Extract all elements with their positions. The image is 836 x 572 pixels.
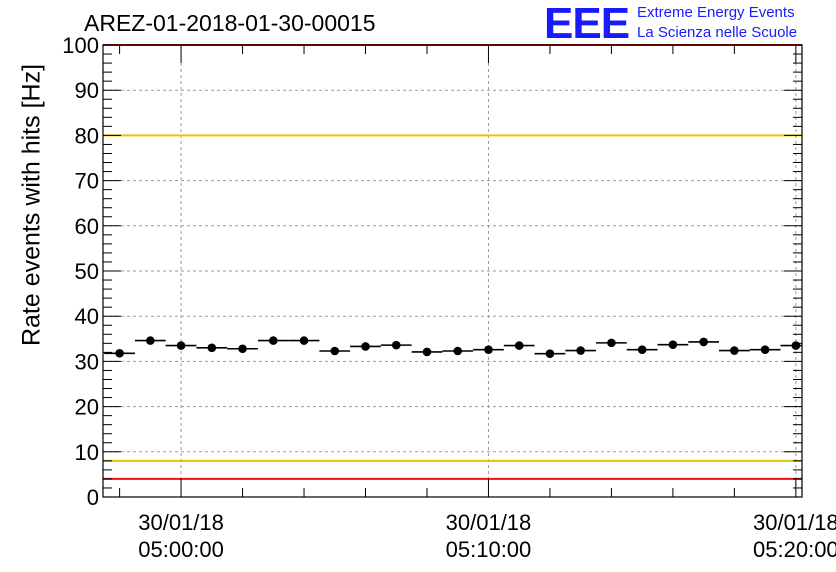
axes: 010203040506070809010030/01/1805:00:0030…: [62, 33, 836, 562]
data-point: [699, 337, 708, 347]
logo-subtitle-2: La Scienza nelle Scuole: [637, 24, 798, 41]
data-point: [545, 349, 555, 359]
reference-lines: [103, 44, 802, 480]
data-point: [176, 341, 186, 350]
y-tick-label: 40: [75, 304, 99, 329]
y-tick-label: 100: [62, 33, 99, 58]
data-point: [361, 342, 370, 351]
data-point: [607, 338, 616, 348]
y-tick-label: 20: [75, 395, 99, 420]
data-point: [760, 345, 770, 354]
logo-subtitle-1: Extreme Energy Events: [637, 4, 795, 21]
data-point: [207, 343, 217, 353]
x-tick-time-label: 05:10:00: [446, 537, 532, 562]
y-tick-label: 70: [75, 169, 99, 194]
data-point: [422, 347, 432, 357]
eee-logo: EEE: [544, 0, 630, 48]
data-points: [104, 336, 802, 359]
y-tick-label: 80: [75, 123, 99, 148]
y-tick-label: 50: [75, 259, 99, 284]
x-tick-date-label: 30/01/18: [138, 510, 224, 535]
y-tick-label: 10: [75, 440, 99, 465]
data-point: [453, 346, 463, 356]
data-point: [730, 346, 739, 355]
chart-title: AREZ-01-2018-01-30-00015: [84, 10, 376, 36]
data-point: [115, 348, 124, 358]
data-point: [668, 340, 678, 349]
y-tick-label: 0: [87, 485, 99, 510]
x-tick-time-label: 05:00:00: [138, 537, 224, 562]
data-point: [330, 346, 340, 356]
data-point: [791, 341, 801, 350]
y-tick-label: 60: [75, 214, 99, 239]
data-point: [637, 345, 647, 354]
data-point: [514, 341, 524, 350]
data-point: [238, 344, 247, 354]
data-point: [484, 345, 493, 354]
data-point: [146, 336, 155, 345]
x-tick-time-label: 05:20:00: [753, 537, 836, 562]
data-point: [299, 336, 309, 345]
data-point: [576, 346, 585, 355]
grid-layer: [103, 45, 802, 497]
y-tick-label: 90: [75, 78, 99, 103]
y-tick-label: 30: [75, 349, 99, 374]
x-tick-date-label: 30/01/18: [446, 510, 532, 535]
data-point: [268, 336, 278, 345]
x-tick-date-label: 30/01/18: [753, 510, 836, 535]
data-point: [391, 340, 401, 350]
